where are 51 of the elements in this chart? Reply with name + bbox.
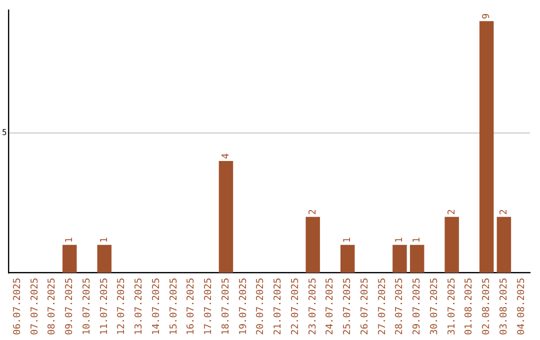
x-tick-label: 17.07.2025: [203, 278, 214, 336]
x-tick-label: 08.07.2025: [46, 278, 58, 336]
data-label: 4: [220, 152, 232, 159]
data-label: 1: [342, 236, 354, 243]
x-tick-label: 10.07.2025: [81, 278, 92, 336]
x-tick-label: 28.07.2025: [394, 278, 406, 336]
x-tick-label: 09.07.2025: [64, 278, 76, 336]
x-tick-label: 07.07.2025: [29, 278, 40, 336]
x-tick-label: 29.07.2025: [412, 278, 423, 336]
data-label: 2: [446, 209, 458, 215]
x-tick-label: 30.07.2025: [428, 278, 440, 336]
x-tick-label: 12.07.2025: [116, 278, 128, 336]
bar: [97, 244, 112, 273]
bar: [62, 244, 77, 273]
x-tick-label: 18.07.2025: [220, 278, 232, 336]
x-tick-label: 24.07.2025: [324, 278, 336, 336]
x-tick-label: 11.07.2025: [98, 278, 110, 336]
x-tick-label: 31.07.2025: [446, 278, 458, 336]
x-tick-label: 25.07.2025: [342, 278, 354, 336]
x-tick-label: 26.07.2025: [359, 278, 370, 336]
data-label: 2: [307, 209, 318, 215]
data-label: 1: [394, 236, 406, 243]
x-tick-label: 16.07.2025: [186, 278, 197, 336]
x-tick-label: 04.08.2025: [516, 278, 527, 336]
y-tick-label: 5: [2, 128, 7, 138]
x-tick-label: 19.07.2025: [238, 278, 249, 336]
bar: [444, 216, 459, 273]
x-tick-label: 20.07.2025: [255, 278, 266, 336]
data-label: 9: [481, 13, 492, 20]
bar: [410, 244, 424, 273]
data-label: 1: [64, 236, 76, 243]
bar: [496, 216, 512, 273]
x-tick-label: 06.07.2025: [12, 278, 23, 336]
x-tick-label: 21.07.2025: [272, 278, 284, 336]
bar: [306, 216, 320, 273]
bar: [479, 21, 494, 273]
x-tick-label: 27.07.2025: [376, 278, 388, 336]
bar: [340, 244, 355, 273]
bar: [392, 244, 407, 273]
x-tick-label: 22.07.2025: [290, 278, 301, 336]
x-tick-label: 14.07.2025: [150, 278, 162, 336]
data-label: 1: [98, 236, 110, 243]
bar: [218, 160, 234, 273]
x-tick-label: 01.08.2025: [464, 278, 475, 336]
x-tick-label: 15.07.2025: [168, 278, 180, 336]
x-tick-label: 23.07.2025: [307, 278, 318, 336]
data-label: 1: [412, 236, 423, 243]
x-tick-label: 03.08.2025: [498, 278, 510, 336]
data-label: 2: [498, 209, 510, 215]
x-tick-label: 13.07.2025: [134, 278, 145, 336]
x-tick-label: 02.08.2025: [481, 278, 492, 336]
